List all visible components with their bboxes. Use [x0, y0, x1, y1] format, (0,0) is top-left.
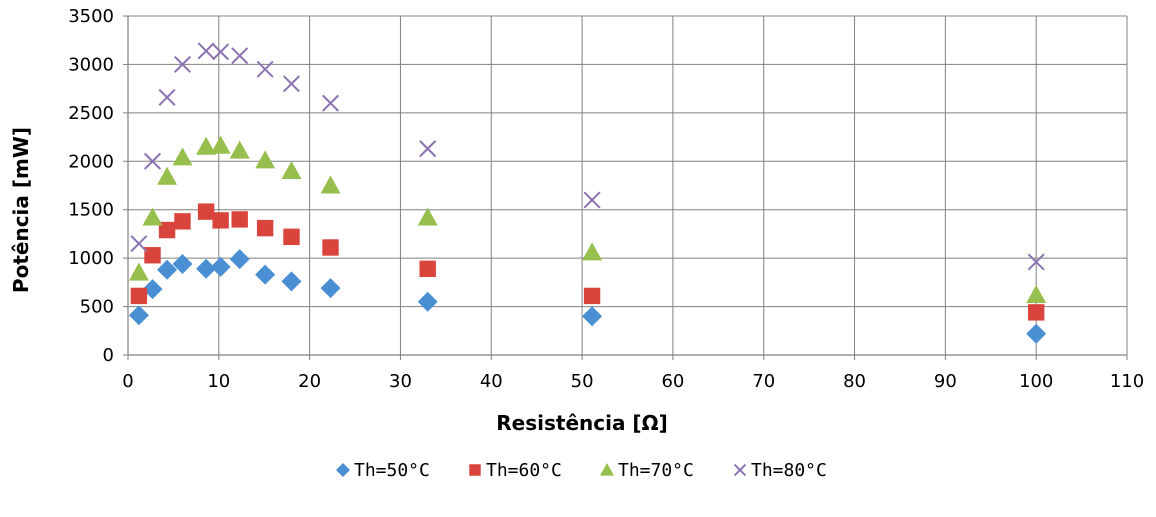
- x-tick-label: 90: [934, 371, 957, 392]
- data-point: [322, 94, 340, 112]
- data-point: [322, 239, 339, 256]
- legend-item: Th=60°C: [469, 460, 562, 481]
- legend-item: Th=70°C: [600, 460, 694, 481]
- y-tick-label: 1000: [68, 248, 114, 269]
- legend-label: Th=50°C: [354, 460, 430, 481]
- data-point: [282, 75, 300, 93]
- legend-item: Th=50°C: [336, 460, 430, 481]
- data-points: [128, 42, 1047, 344]
- data-point: [417, 207, 438, 226]
- series-th50: [128, 249, 1047, 344]
- data-point: [157, 166, 178, 185]
- x-tick-label: 80: [843, 371, 866, 392]
- data-point: [210, 135, 231, 154]
- data-point: [174, 213, 191, 230]
- y-tick-label: 3500: [68, 6, 114, 27]
- data-point: [212, 43, 230, 61]
- data-point: [197, 203, 215, 220]
- legend-label: Th=70°C: [618, 460, 694, 481]
- data-point: [210, 256, 231, 277]
- data-point: [583, 287, 601, 305]
- x-tick-label: 100: [1019, 371, 1053, 392]
- data-point: [144, 247, 161, 264]
- x-axis-title: Resistência [Ω]: [496, 411, 667, 435]
- data-point: [173, 55, 191, 73]
- axes: [123, 15, 1128, 360]
- legend-marker: [600, 463, 614, 476]
- data-point: [255, 264, 276, 285]
- data-point: [157, 259, 178, 280]
- data-point: [417, 291, 438, 312]
- series-th60: [130, 203, 1045, 321]
- data-point: [583, 191, 601, 209]
- x-tick-label: 10: [207, 371, 230, 392]
- x-tick-label: 60: [661, 371, 684, 392]
- data-point: [582, 306, 603, 327]
- data-point: [196, 136, 217, 155]
- data-point: [229, 140, 250, 159]
- data-point: [231, 47, 249, 65]
- legend-marker: [733, 463, 747, 477]
- x-tick-label: 40: [480, 371, 503, 392]
- data-point: [1026, 323, 1047, 344]
- legend-marker: [469, 464, 481, 476]
- data-point: [128, 262, 149, 281]
- data-point: [229, 249, 250, 270]
- y-tick-label: 0: [103, 345, 114, 366]
- data-point: [231, 211, 248, 228]
- x-tick-label: 70: [752, 371, 775, 392]
- data-point: [130, 235, 148, 253]
- data-point: [320, 175, 341, 194]
- legend-label: Th=80°C: [751, 460, 827, 481]
- data-point: [172, 253, 193, 274]
- legend-marker: [336, 463, 350, 477]
- series-th80: [130, 42, 1045, 271]
- data-point: [172, 147, 193, 166]
- data-point: [142, 207, 163, 226]
- y-tick-labels: 0 500 1000 1500 2000 2500 3000 3500: [68, 6, 114, 366]
- y-tick-label: 2000: [68, 151, 114, 172]
- series-th70: [128, 135, 1047, 303]
- data-point: [212, 212, 229, 229]
- data-point: [582, 242, 603, 261]
- y-tick-label: 3000: [68, 54, 114, 75]
- x-tick-labels: 0 10 20 30 40 50 60 70 80 90 100 110: [122, 371, 1144, 392]
- legend-item: Th=80°C: [733, 460, 827, 481]
- x-tick-label: 50: [571, 371, 594, 392]
- data-point: [130, 287, 148, 305]
- data-point: [144, 152, 162, 170]
- y-tick-label: 500: [80, 297, 114, 318]
- data-point: [158, 221, 176, 239]
- x-tick-label: 110: [1110, 371, 1144, 392]
- x-tick-label: 30: [389, 371, 412, 392]
- grid-lines: [128, 15, 1128, 355]
- data-point: [196, 258, 217, 279]
- x-tick-label: 20: [298, 371, 321, 392]
- legend-label: Th=60°C: [486, 460, 562, 481]
- data-point: [419, 260, 436, 277]
- data-point: [281, 160, 302, 179]
- data-point: [1027, 253, 1045, 271]
- data-point: [142, 279, 163, 300]
- y-tick-label: 2500: [68, 103, 114, 124]
- data-point: [320, 278, 341, 299]
- data-point: [197, 42, 215, 60]
- data-point: [1027, 304, 1045, 321]
- data-point: [256, 219, 274, 237]
- legend: Th=50°C Th=60°C Th=70°C Th=80°C: [336, 460, 827, 481]
- y-tick-label: 1500: [68, 200, 114, 221]
- data-point: [1026, 284, 1047, 303]
- data-point: [419, 140, 437, 158]
- data-point: [158, 88, 176, 106]
- x-tick-label: 0: [122, 371, 133, 392]
- y-axis-title: Potência [mW]: [9, 127, 33, 293]
- data-point: [255, 150, 276, 169]
- data-point: [128, 305, 149, 326]
- data-point: [283, 228, 300, 246]
- data-point: [256, 60, 274, 78]
- data-point: [281, 271, 302, 292]
